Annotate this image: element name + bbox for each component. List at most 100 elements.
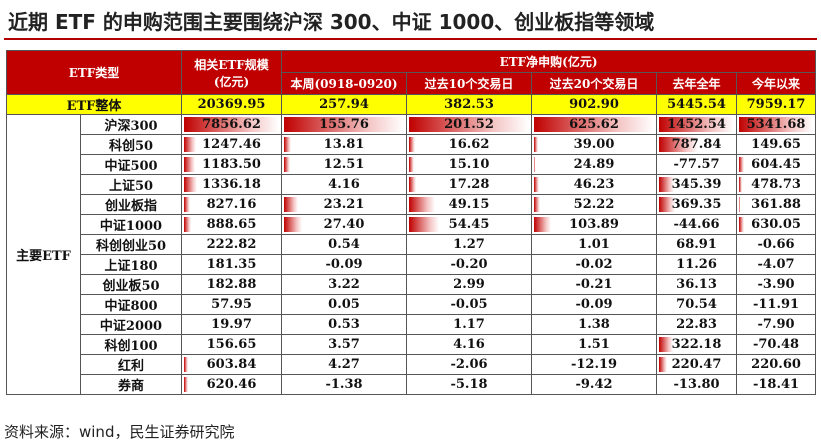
cell-value: -0.66 (757, 237, 795, 252)
data-bar (409, 117, 530, 132)
cell-box: -13.80 (658, 376, 736, 394)
cell-box: 17.28 (408, 176, 531, 194)
cell-value: 1.17 (453, 317, 485, 332)
cell-value: 16.62 (448, 137, 490, 152)
cell-box: -70.48 (738, 336, 815, 354)
cell-box: -77.57 (658, 156, 736, 174)
value-cell: 322.18 (656, 334, 738, 355)
cell-value: 369.35 (671, 197, 722, 212)
value-cell: 827.16 (181, 194, 283, 215)
data-bar (184, 157, 195, 172)
cell-value: -12.19 (570, 357, 618, 372)
cell-box: 7856.62 (183, 116, 281, 134)
cell-value: -0.09 (575, 297, 613, 312)
cell-box: 70.54 (658, 296, 736, 314)
cell-value: 1.27 (453, 237, 485, 252)
data-bar (284, 197, 299, 212)
cell-value: 4.27 (328, 357, 360, 372)
etf-row: 中证1000 888.65 27.40 54.45 103.89 -44.66 630.05 (7, 214, 817, 235)
value-cell: 15.10 (406, 154, 533, 175)
value-cell: 3.22 (281, 274, 408, 295)
total-value: 257.94 (281, 94, 408, 115)
cell-value: 49.15 (448, 197, 490, 212)
etf-row: 创业板50 182.88 3.22 2.99 -0.21 36.13 -3.90 (7, 274, 817, 295)
value-cell: 1.51 (531, 334, 658, 355)
data-bar (184, 357, 188, 372)
cell-box: 182.88 (183, 276, 281, 294)
data-bar (659, 137, 698, 152)
value-cell: 1.01 (531, 234, 658, 255)
header-column: 去年全年 (656, 72, 738, 95)
value-cell: 369.35 (656, 194, 738, 215)
cell-box: -5.18 (408, 376, 531, 394)
value-cell: 23.21 (281, 194, 408, 215)
value-cell: -13.80 (656, 374, 738, 395)
cell-box: 625.62 (533, 116, 656, 134)
etf-row: 主要ETF 沪深300 7856.62 155.76 201.52 625.62 1452.… (6, 114, 817, 395)
value-cell: 201.52 (406, 114, 533, 135)
cell-value: 13.81 (323, 137, 365, 152)
etf-row: 中证500 1183.50 12.51 15.10 24.89 -77.57 604.45 (7, 154, 817, 175)
cell-value: 3.22 (328, 277, 360, 292)
etf-name: 中证800 (79, 294, 183, 315)
data-bar (534, 197, 541, 212)
value-cell: 1.38 (531, 314, 658, 335)
data-bar (184, 377, 188, 392)
value-cell: 36.13 (656, 274, 738, 295)
cell-box: 603.84 (183, 356, 281, 374)
etf-name: 券商 (79, 374, 183, 395)
cell-box: 12.51 (283, 156, 406, 174)
value-cell: 68.91 (656, 234, 738, 255)
cell-value: 478.73 (751, 177, 801, 192)
data-bar (409, 217, 439, 232)
data-bar (534, 217, 551, 232)
value-cell: -0.02 (531, 254, 658, 275)
value-cell: 1247.46 (181, 134, 283, 155)
value-cell: 70.54 (656, 294, 738, 315)
cell-value: 46.23 (573, 177, 615, 192)
value-cell: 182.88 (181, 274, 283, 295)
value-cell: 16.62 (406, 134, 533, 155)
data-bar (534, 117, 655, 132)
cell-box: 15.10 (408, 156, 531, 174)
cell-box: 52.22 (533, 196, 656, 214)
value-cell: -0.09 (531, 294, 658, 315)
value-cell: 1183.50 (181, 154, 283, 175)
data-bar (659, 337, 673, 352)
cell-box: -18.41 (738, 376, 815, 394)
cell-box: 4.16 (408, 336, 531, 354)
cell-value: 23.21 (323, 197, 365, 212)
cell-value: 787.84 (671, 137, 722, 152)
cell-box: 149.65 (738, 136, 815, 154)
data-bar (184, 177, 197, 192)
etf-row: 科创50 1247.46 13.81 16.62 39.00 787.84 149.65 (7, 134, 817, 155)
cell-value: 827.16 (206, 197, 257, 212)
cell-value: -3.90 (757, 277, 795, 292)
cell-value: 0.53 (328, 317, 360, 332)
value-cell: 4.16 (281, 174, 408, 195)
cell-box: 0.05 (283, 296, 406, 314)
cell-value: 1183.50 (202, 157, 261, 172)
value-cell: 888.65 (181, 214, 283, 235)
value-cell: 1.27 (406, 234, 533, 255)
cell-box: -12.19 (533, 356, 656, 374)
cell-value: -1.38 (325, 377, 363, 392)
value-cell: 0.05 (281, 294, 408, 315)
value-cell: 630.05 (736, 214, 817, 235)
cell-box: 23.21 (283, 196, 406, 214)
value-cell: -1.38 (281, 374, 408, 395)
cell-box: 4.16 (283, 176, 406, 194)
header-scale-unit: (亿元) (213, 74, 250, 89)
value-cell: -4.07 (736, 254, 817, 275)
cell-value: 1.51 (578, 337, 610, 352)
etf-name: 创业板指 (79, 194, 183, 215)
cell-box: -0.20 (408, 256, 531, 274)
value-cell: -2.06 (406, 354, 533, 375)
cell-box: -44.66 (658, 216, 736, 234)
cell-value: 1452.54 (667, 117, 726, 132)
cell-value: -18.41 (752, 377, 800, 392)
value-cell: 39.00 (531, 134, 658, 155)
cell-value: 0.54 (328, 237, 360, 252)
cell-box: 1.51 (533, 336, 656, 354)
value-cell: 52.22 (531, 194, 658, 215)
